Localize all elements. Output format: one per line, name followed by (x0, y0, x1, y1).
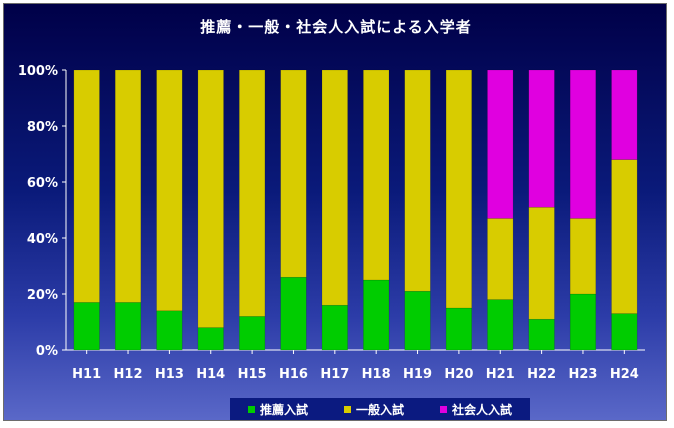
legend-label: 社会人入試 (451, 402, 512, 417)
chart-title: 推薦・一般・社会人入試による入学者 (200, 18, 472, 36)
bar-segment (197, 69, 224, 328)
bar-segment (611, 159, 638, 314)
bar-segment (569, 218, 597, 295)
x-tick-label: H13 (155, 367, 184, 382)
bar-segment (321, 69, 348, 306)
y-tick-label: 40% (27, 232, 58, 247)
bar-segment (73, 69, 100, 303)
bar-segment (445, 307, 472, 351)
bar-segment (404, 69, 431, 292)
bar-segment (528, 318, 555, 351)
bar-segment (239, 69, 266, 317)
y-tick-label: 20% (27, 288, 58, 303)
chart-plot: 0% 20% 40% 60% 80% 100% H11 H12 H13 H14 H15 H16 H17 H… (18, 64, 645, 382)
x-tick-label: H24 (610, 367, 639, 382)
bar-segment (156, 310, 183, 351)
y-tick-label: 100% (18, 64, 58, 79)
legend-swatch (247, 405, 255, 413)
bar-segment (445, 69, 472, 309)
bar-segment (487, 69, 514, 219)
bar-segment (569, 293, 597, 351)
x-tick-label: H15 (238, 367, 267, 382)
legend-item: 推薦入試 (247, 401, 308, 418)
x-tick-label: H22 (527, 367, 556, 382)
y-tick-label: 60% (27, 176, 58, 191)
bar-segment (114, 69, 142, 303)
bar-segment (73, 302, 100, 351)
x-tick-label: H17 (320, 367, 349, 382)
legend-label: 一般入試 (355, 402, 404, 417)
bar-segment (569, 69, 597, 219)
bar-segment (487, 299, 514, 351)
x-tick-label: H12 (114, 367, 143, 382)
x-tick-label: H23 (568, 367, 597, 382)
legend-item: 一般入試 (343, 401, 404, 418)
bar-segment (280, 276, 307, 351)
bar-segment (197, 327, 224, 351)
bar-segment (363, 279, 390, 351)
chart-frame: 推薦・一般・社会人入試による入学者 0% 20% 40% 60% 80% 100% H11 H… (3, 3, 667, 421)
bar-segment (239, 316, 266, 351)
legend-swatch (343, 405, 351, 413)
x-tick-label: H19 (403, 367, 432, 382)
bar-segment (280, 69, 307, 278)
bar-segment (321, 304, 348, 351)
legend-swatch (439, 405, 447, 413)
bar-segment (611, 69, 638, 160)
bar-segment (487, 218, 514, 300)
bar-segment (528, 206, 555, 320)
x-tick-label: H20 (444, 367, 473, 382)
x-tick-label: H21 (486, 367, 515, 382)
x-tick-label: H11 (72, 367, 101, 382)
x-tick-label: H16 (279, 367, 308, 382)
bar-segment (404, 290, 431, 351)
x-tick-label: H18 (362, 367, 391, 382)
x-tick-label: H14 (196, 367, 225, 382)
bar-segment (528, 69, 555, 208)
bar-segment (363, 69, 390, 281)
bar-segment (611, 313, 638, 351)
bar-segment (114, 302, 142, 351)
y-tick-label: 0% (36, 344, 58, 359)
chart-legend: 推薦入試 一般入試 社会人入試 (230, 398, 530, 420)
bar-segment (156, 69, 183, 312)
legend-label: 推薦入試 (259, 402, 308, 417)
y-tick-label: 80% (27, 120, 58, 135)
legend-item: 社会人入試 (439, 401, 512, 418)
